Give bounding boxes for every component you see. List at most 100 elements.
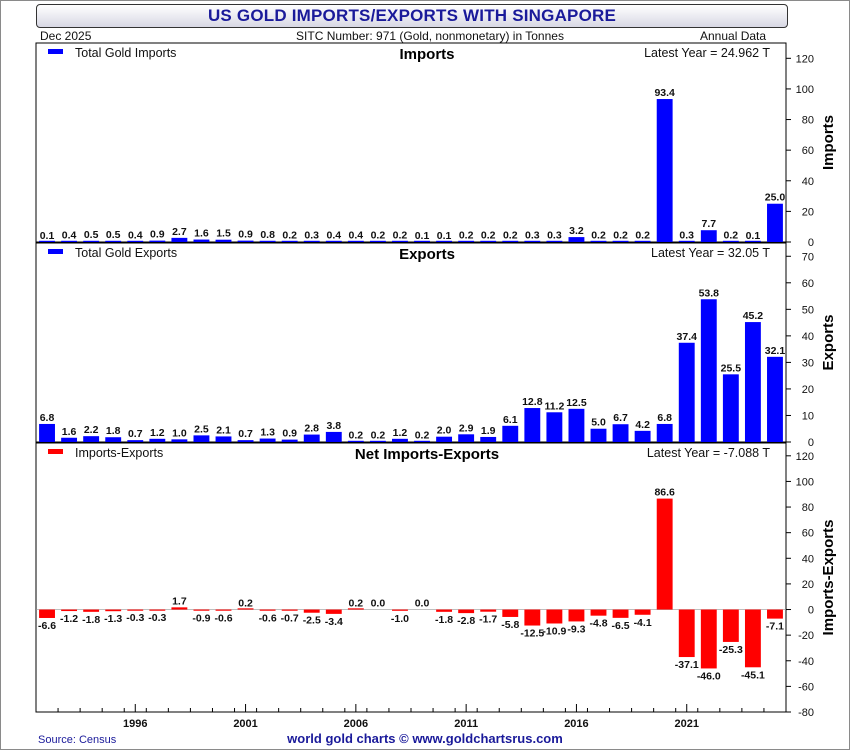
bar-value-label: 32.1 — [765, 345, 786, 357]
bar-exports-1996 — [127, 440, 144, 442]
bar-value-label: 0.2 — [371, 429, 386, 441]
bar-net-imports-exports-2018 — [612, 609, 629, 618]
bar-value-label: 1.3 — [260, 427, 275, 439]
frequency-label: Annual Data — [700, 29, 767, 43]
bar-value-label: 2.0 — [437, 425, 452, 437]
bar-imports-2020 — [656, 99, 673, 242]
bar-net-imports-exports-2019 — [634, 609, 651, 615]
y-axis-title: Imports-Exports — [820, 520, 837, 636]
bar-imports-2011 — [458, 240, 475, 242]
panel-title: Imports — [399, 46, 454, 63]
bar-net-imports-exports-1993 — [61, 609, 78, 612]
bar-value-label: 0.4 — [349, 229, 364, 241]
bar-imports-1999 — [193, 239, 210, 242]
bar-imports-2024 — [744, 240, 761, 242]
y-tick-label: 80 — [802, 502, 814, 514]
bar-imports-2003 — [281, 240, 298, 242]
bar-exports-2002 — [259, 438, 276, 442]
bar-value-label: 11.2 — [544, 400, 564, 412]
bar-value-label: 6.1 — [503, 414, 518, 426]
bar-value-label: 93.4 — [654, 87, 675, 99]
bar-value-label: 0.3 — [679, 230, 694, 242]
bar-value-label: -1.3 — [104, 613, 122, 625]
bar-value-label: 0.7 — [128, 428, 143, 440]
bar-net-imports-exports-2024 — [744, 609, 761, 668]
bar-imports-1994 — [83, 240, 100, 242]
bar-exports-2001 — [237, 440, 254, 442]
bar-value-label: -37.1 — [675, 659, 699, 671]
y-tick-label: 120 — [796, 451, 814, 463]
y-tick-label: 100 — [796, 84, 814, 96]
bar-net-imports-exports-2014 — [524, 609, 541, 626]
bar-value-label: 0.0 — [371, 598, 386, 610]
bar-net-imports-exports-2016 — [568, 609, 585, 622]
bar-value-label: 1.8 — [106, 425, 121, 437]
date-label: Dec 2025 — [40, 29, 92, 43]
bar-value-label: 5.0 — [591, 417, 606, 429]
legend-label: Total Gold Imports — [75, 46, 176, 60]
bar-value-label: 0.1 — [437, 230, 452, 242]
bar-value-label: 0.9 — [238, 229, 253, 241]
bar-value-label: 0.2 — [591, 230, 606, 242]
bar-net-imports-exports-2011 — [458, 609, 475, 614]
bar-net-imports-exports-2003 — [281, 609, 298, 611]
bar-net-imports-exports-1999 — [193, 609, 210, 611]
bar-value-label: 53.8 — [699, 287, 720, 299]
latest-year-label: Latest Year = 24.962 T — [644, 46, 770, 60]
y-tick-label: 0 — [808, 437, 814, 449]
bar-imports-2012 — [480, 240, 497, 242]
legend-swatch — [48, 249, 63, 254]
bar-imports-2017 — [590, 240, 607, 242]
bar-exports-2009 — [414, 440, 430, 442]
bar-imports-1993 — [61, 240, 78, 242]
bar-imports-2025 — [767, 203, 783, 242]
bar-value-label: 0.2 — [635, 230, 650, 242]
y-tick-label: 0 — [808, 605, 814, 617]
bar-exports-2006 — [347, 440, 364, 442]
bar-imports-1996 — [127, 240, 144, 242]
bar-value-label: -6.5 — [612, 620, 630, 632]
bar-value-label: -0.6 — [259, 612, 277, 624]
bar-value-label: 0.2 — [613, 230, 628, 242]
bar-value-label: -1.7 — [479, 614, 497, 626]
bar-value-label: -7.1 — [766, 621, 784, 633]
bar-net-imports-exports-2001 — [237, 608, 254, 610]
bar-value-label: 0.3 — [547, 230, 562, 242]
bar-value-label: 0.2 — [415, 429, 430, 441]
bar-net-imports-exports-2005 — [325, 609, 342, 614]
bar-imports-2013 — [502, 240, 519, 242]
credit-label: world gold charts © www.goldchartsrus.co… — [287, 731, 563, 746]
bar-net-imports-exports-2023 — [722, 609, 739, 642]
bar-imports-1992 — [39, 240, 55, 242]
bar-value-label: 2.5 — [194, 423, 209, 435]
bar-exports-2003 — [281, 439, 298, 442]
bar-net-imports-exports-2015 — [546, 609, 563, 624]
bar-value-label: 0.1 — [746, 230, 761, 242]
y-tick-label: 80 — [802, 115, 814, 127]
bar-net-imports-exports-2020 — [656, 498, 673, 610]
bar-value-label: 3.2 — [569, 225, 584, 237]
bar-value-label: -0.3 — [148, 612, 166, 624]
bar-exports-1999 — [193, 435, 210, 442]
bar-value-label: -4.1 — [634, 617, 652, 629]
legend-swatch — [48, 449, 63, 454]
bar-exports-2024 — [744, 322, 761, 442]
x-tick-label: 1996 — [123, 718, 147, 730]
bar-net-imports-exports-1997 — [149, 609, 166, 611]
y-tick-label: -20 — [798, 630, 814, 642]
bar-imports-2005 — [325, 240, 342, 242]
y-tick-label: 60 — [802, 145, 814, 157]
y-tick-label: 30 — [802, 357, 814, 369]
bar-value-label: 25.0 — [765, 192, 786, 204]
bar-imports-2004 — [303, 240, 320, 242]
y-tick-label: -60 — [798, 681, 814, 693]
bar-value-label: -46.0 — [697, 670, 721, 682]
bar-value-label: 2.8 — [304, 423, 319, 435]
bar-imports-2021 — [678, 240, 695, 242]
bar-net-imports-exports-2017 — [590, 609, 607, 616]
bar-value-label: 0.2 — [349, 429, 364, 441]
bar-exports-2025 — [767, 356, 783, 442]
bar-value-label: 7.7 — [701, 218, 716, 230]
legend-label: Total Gold Exports — [75, 246, 177, 260]
bar-exports-2014 — [524, 408, 541, 442]
